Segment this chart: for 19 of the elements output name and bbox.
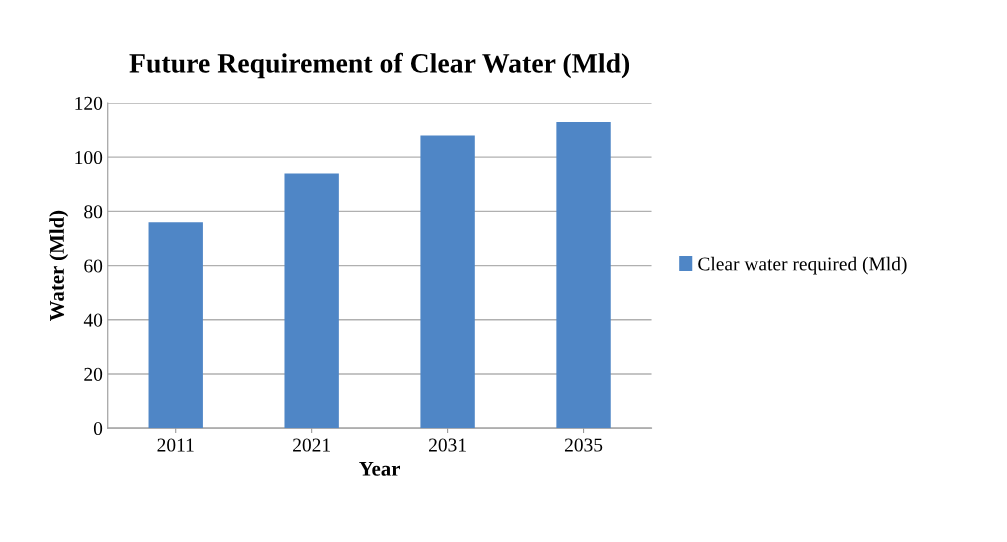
y-axis-title: Water (Mld) — [49, 210, 69, 321]
x-tick-label: 2035 — [564, 438, 603, 452]
x-tick-label: 2011 — [157, 438, 194, 452]
y-tick-label: 0 — [93, 422, 103, 436]
bar — [556, 121, 611, 429]
chart-title: Future Requirement of Clear Water (Mld) — [129, 52, 630, 79]
y-tick-label: 80 — [84, 205, 103, 219]
y-tick-label: 40 — [83, 313, 103, 327]
bar — [420, 135, 475, 429]
bar — [148, 222, 203, 429]
x-tick-label: 2031 — [429, 438, 466, 452]
y-tick-label: 100 — [75, 151, 103, 165]
legend-label: Clear water required (Mld) — [698, 256, 907, 275]
x-axis-title: Year — [359, 461, 401, 476]
y-tick-label: 20 — [84, 367, 103, 381]
x-tick-label: 2021 — [293, 438, 330, 452]
y-tick-label: 120 — [75, 96, 103, 110]
y-tick-label: 60 — [84, 259, 103, 273]
bar — [284, 173, 339, 429]
